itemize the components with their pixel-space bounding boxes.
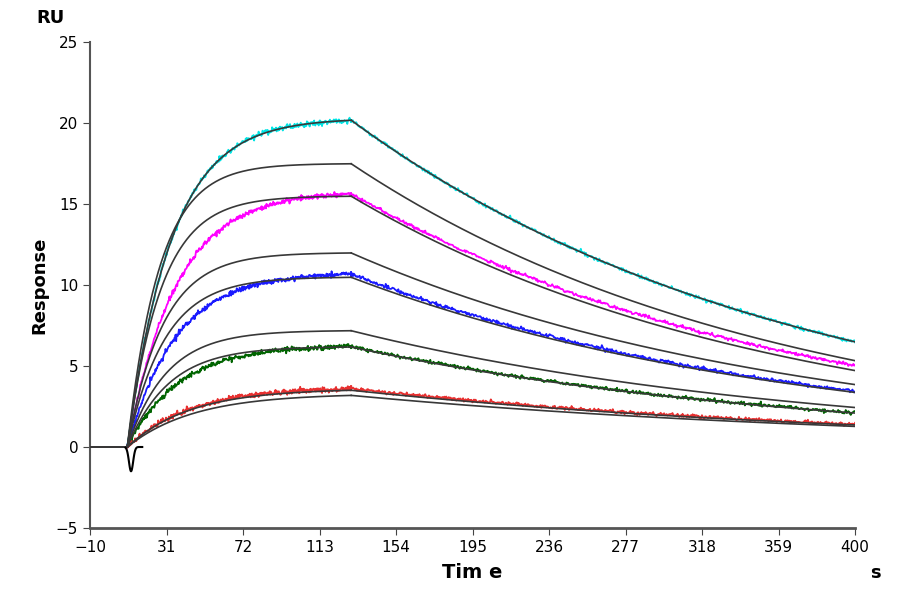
Y-axis label: Response: Response: [31, 236, 49, 334]
Text: RU: RU: [36, 10, 65, 28]
Text: s: s: [870, 565, 881, 583]
X-axis label: Tim e: Tim e: [442, 563, 503, 582]
